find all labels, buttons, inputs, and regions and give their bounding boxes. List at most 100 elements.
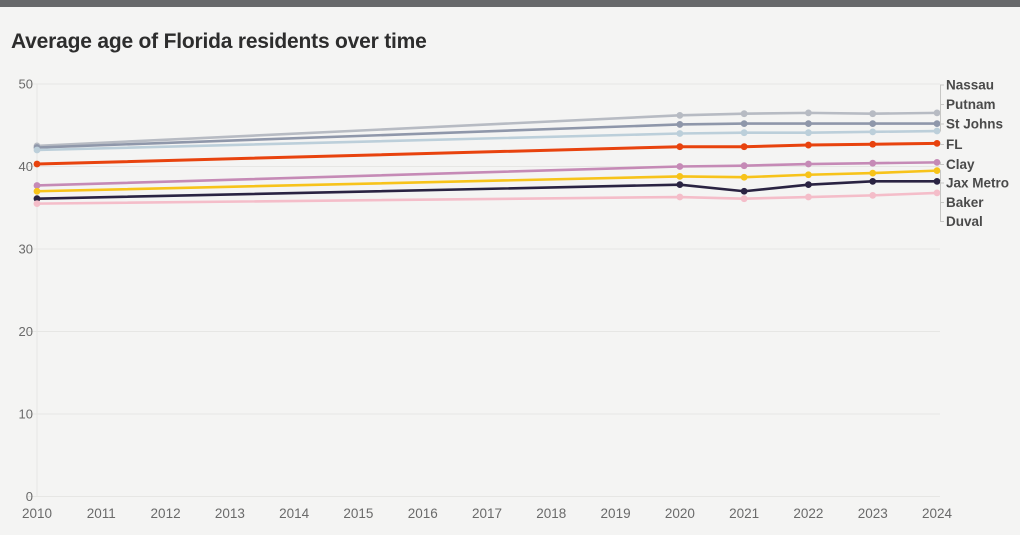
series-label: Nassau bbox=[946, 78, 994, 93]
data-point[interactable] bbox=[933, 120, 941, 127]
x-axis-tick: 2018 bbox=[536, 506, 566, 521]
data-point[interactable] bbox=[740, 120, 748, 127]
data-point[interactable] bbox=[740, 195, 748, 203]
data-point[interactable] bbox=[676, 163, 684, 170]
data-point[interactable] bbox=[740, 129, 748, 137]
data-point[interactable] bbox=[933, 140, 941, 147]
y-axis-tick: 50 bbox=[19, 77, 33, 92]
series-line bbox=[35, 191, 939, 205]
series-putnam: Putnam bbox=[33, 97, 996, 151]
series-line bbox=[35, 122, 939, 149]
data-point[interactable] bbox=[869, 140, 877, 148]
label-leader-line bbox=[940, 161, 944, 165]
label-leader-line bbox=[940, 123, 944, 132]
data-point[interactable] bbox=[676, 121, 684, 128]
label-leader-line bbox=[940, 84, 944, 114]
series-line bbox=[35, 129, 939, 152]
data-point[interactable] bbox=[933, 109, 941, 117]
label-leader-line bbox=[940, 104, 944, 125]
data-point[interactable] bbox=[33, 187, 41, 195]
data-point[interactable] bbox=[869, 159, 877, 167]
data-point[interactable] bbox=[33, 200, 41, 208]
data-point[interactable] bbox=[33, 160, 41, 168]
y-axis-tick: 10 bbox=[19, 407, 33, 422]
data-point[interactable] bbox=[805, 109, 812, 117]
x-axis-tick: 2013 bbox=[215, 506, 245, 521]
data-point[interactable] bbox=[869, 191, 877, 199]
x-axis-tick: 2011 bbox=[87, 506, 116, 521]
series-baker: Baker bbox=[33, 177, 984, 210]
x-axis-tick: 2016 bbox=[408, 506, 438, 521]
data-point[interactable] bbox=[805, 193, 812, 201]
series-label: Putnam bbox=[946, 97, 996, 112]
x-axis-tick: 2014 bbox=[279, 506, 310, 521]
data-point[interactable] bbox=[805, 141, 812, 149]
data-point[interactable] bbox=[740, 162, 748, 170]
data-point[interactable] bbox=[805, 120, 812, 127]
data-point[interactable] bbox=[740, 173, 748, 181]
x-axis-tick: 2017 bbox=[472, 506, 502, 521]
x-axis-tick: 2015 bbox=[343, 506, 373, 521]
series-line bbox=[35, 141, 939, 166]
series-clay: Clay bbox=[33, 157, 975, 189]
label-leader-line bbox=[940, 180, 944, 203]
y-axis-tick: 30 bbox=[19, 242, 33, 257]
data-point[interactable] bbox=[676, 181, 684, 189]
data-point[interactable] bbox=[740, 110, 748, 118]
data-point[interactable] bbox=[676, 143, 684, 151]
data-point[interactable] bbox=[933, 167, 941, 175]
data-point[interactable] bbox=[740, 143, 748, 151]
data-point[interactable] bbox=[869, 110, 877, 118]
series-fl: FL bbox=[33, 137, 963, 168]
x-axis-tick: 2020 bbox=[665, 506, 695, 521]
data-point[interactable] bbox=[676, 173, 684, 180]
data-point[interactable] bbox=[869, 128, 877, 136]
data-point[interactable] bbox=[740, 187, 748, 195]
x-axis-tick: 2019 bbox=[601, 506, 631, 521]
x-axis-tick: 2010 bbox=[22, 506, 52, 521]
x-axis-tick: 2021 bbox=[729, 506, 759, 521]
series-label: St Johns bbox=[946, 117, 1003, 132]
data-point[interactable] bbox=[676, 130, 684, 137]
series-label: Jax Metro bbox=[946, 176, 1009, 191]
series-line bbox=[35, 180, 939, 200]
data-point[interactable] bbox=[805, 181, 812, 189]
data-point[interactable] bbox=[676, 193, 684, 201]
label-leader-line bbox=[940, 192, 944, 222]
data-point[interactable] bbox=[933, 158, 941, 166]
data-point[interactable] bbox=[33, 146, 41, 154]
x-axis-tick: 2012 bbox=[151, 506, 181, 521]
y-axis-tick: 20 bbox=[19, 324, 33, 339]
data-point[interactable] bbox=[805, 129, 812, 137]
series-st-johns: St Johns bbox=[33, 117, 1003, 154]
y-axis-tick: 40 bbox=[19, 159, 33, 174]
series-line bbox=[35, 169, 939, 193]
y-axis-tick: 0 bbox=[26, 489, 33, 504]
window-top-bar bbox=[0, 0, 1020, 7]
series-label: FL bbox=[946, 137, 963, 152]
x-axis-tick: 2022 bbox=[793, 506, 823, 521]
data-point[interactable] bbox=[869, 120, 877, 127]
data-point[interactable] bbox=[33, 195, 41, 203]
data-point[interactable] bbox=[933, 189, 941, 197]
data-point[interactable] bbox=[933, 127, 941, 135]
chart-title: Average age of Florida residents over ti… bbox=[11, 30, 427, 53]
data-point[interactable] bbox=[33, 182, 41, 189]
data-point[interactable] bbox=[869, 169, 877, 177]
series-duval: Duval bbox=[33, 189, 983, 229]
data-point[interactable] bbox=[676, 111, 684, 119]
series-label: Clay bbox=[946, 157, 975, 172]
series-label: Baker bbox=[946, 195, 984, 210]
x-axis-tick: 2024 bbox=[922, 506, 953, 521]
data-point[interactable] bbox=[805, 171, 812, 179]
x-axis-tick: 2023 bbox=[858, 506, 888, 521]
series-label: Duval bbox=[946, 214, 983, 229]
label-leader-line bbox=[940, 142, 944, 145]
data-point[interactable] bbox=[933, 177, 941, 185]
series-jax-metro: Jax Metro bbox=[33, 167, 1009, 195]
label-leader-line bbox=[940, 170, 944, 184]
series-line bbox=[35, 161, 939, 187]
data-point[interactable] bbox=[805, 160, 812, 168]
data-point[interactable] bbox=[869, 177, 877, 185]
